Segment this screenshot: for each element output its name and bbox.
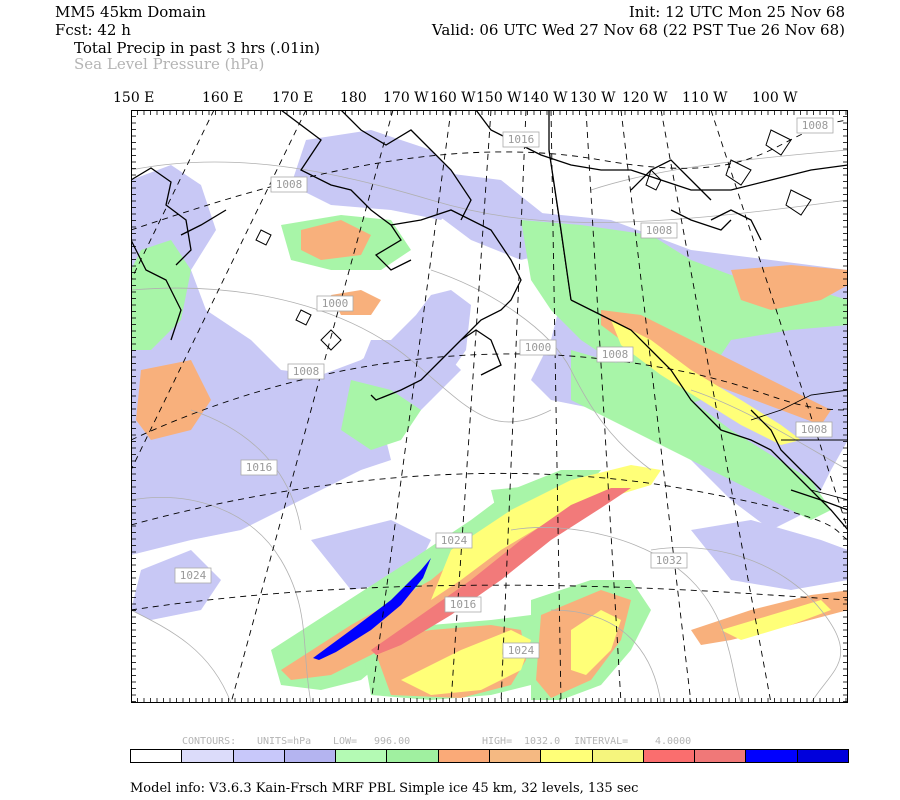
- colorbar-cell: [283, 749, 337, 763]
- isobar-label-text: 1008: [802, 119, 829, 132]
- forecast-map: 1016 1008 1008 1008 1000 1008 1008 1000: [131, 110, 848, 703]
- isobar-label-text: 1008: [276, 178, 303, 191]
- valid-time: Valid: 06 UTC Wed 27 Nov 68 (22 PST Tue …: [431, 21, 845, 39]
- precip-heavy-blue: [313, 558, 431, 660]
- isobar-label-text: 1008: [801, 423, 828, 436]
- lon-label: 180: [340, 90, 367, 106]
- colorbar-cell: [796, 749, 849, 763]
- isobar-label: 1008: [795, 421, 833, 438]
- colorbar-cell: [694, 749, 747, 763]
- lon-label: 150 E: [113, 90, 155, 106]
- contour-interval-label: INTERVAL=: [574, 736, 629, 747]
- isobar-label: 1008: [287, 363, 325, 380]
- colorbar-cell: [540, 749, 593, 763]
- colorbar-cell: [437, 749, 490, 763]
- contour-interval-value: 4.0000: [655, 736, 692, 747]
- lon-label: 170 W: [383, 90, 429, 106]
- contour-high-value: 1032.0: [524, 736, 561, 747]
- isobar-label: 1024: [502, 642, 540, 659]
- contour-low-value: 996.00: [374, 736, 411, 747]
- political-boundaries: [548, 149, 848, 501]
- precip-red: [371, 488, 631, 655]
- isobar-label-text: 1016: [450, 598, 477, 611]
- isobar-label-text: 1008: [293, 365, 320, 378]
- isobar-label: 1008: [270, 176, 308, 193]
- isobar-label-text: 1008: [646, 224, 673, 237]
- colorbar-cell: [386, 749, 439, 763]
- isobar-label: 1024: [435, 532, 473, 549]
- contour-label: CONTOURS:: [182, 736, 237, 747]
- isobar-label-text: 1008: [602, 348, 629, 361]
- isobar-label: 1024: [174, 567, 212, 584]
- lon-label: 120 W: [622, 90, 668, 106]
- init-time: Init: 12 UTC Mon 25 Nov 68: [628, 3, 845, 21]
- lon-label: 100 W: [752, 90, 798, 106]
- field-label-precip: Total Precip in past 3 hrs (.01in): [74, 39, 321, 57]
- isobar-label-text: 1032: [656, 554, 683, 567]
- isobar-label-text: 1024: [441, 534, 468, 547]
- colorbar-cell: [130, 749, 183, 763]
- lon-label: 160 W: [430, 90, 476, 106]
- contour-units: UNITS=hPa: [257, 736, 312, 747]
- isobar-labels: 1016 1008 1008 1008 1000 1008 1008 1000: [174, 117, 834, 659]
- isobar-label: 1000: [519, 339, 557, 356]
- colorbar-cell: [591, 749, 644, 763]
- map-frame: [131, 110, 848, 703]
- domain-title: MM5 45km Domain: [55, 3, 206, 21]
- lon-label: 130 W: [570, 90, 616, 106]
- forecast-hour: Fcst: 42 h: [55, 21, 131, 39]
- lon-label: 110 W: [682, 90, 728, 106]
- colorbar-cell: [642, 749, 696, 763]
- lon-label: 150 W: [476, 90, 522, 106]
- lon-label: 170 E: [272, 90, 314, 106]
- isobar-label: 1008: [596, 346, 634, 363]
- colorbar-cell: [745, 749, 798, 763]
- field-label-slp: Sea Level Pressure (hPa): [74, 55, 265, 73]
- isobar-label: 1032: [650, 552, 688, 569]
- colorbar-cell: [232, 749, 285, 763]
- isobar-label: 1000: [316, 295, 354, 312]
- colorbar-cell: [181, 749, 234, 763]
- lon-label: 140 W: [522, 90, 568, 106]
- lon-label: 160 E: [202, 90, 244, 106]
- isobar-label: 1016: [444, 596, 482, 613]
- isobar-label-text: 1000: [525, 341, 552, 354]
- isobar-label-text: 1016: [508, 133, 535, 146]
- isobar-label-text: 1024: [180, 569, 207, 582]
- islands: [255, 129, 812, 351]
- isobar-label-text: 1016: [246, 461, 273, 474]
- colorbar-cell: [489, 749, 542, 763]
- model-info: Model info: V3.6.3 Kain-Frsch MRF PBL Si…: [130, 781, 639, 796]
- colorbar-cell: [335, 749, 388, 763]
- contour-high-label: HIGH=: [482, 736, 513, 747]
- isobar-label-text: 1024: [508, 644, 535, 657]
- contour-low-label: LOW=: [333, 736, 358, 747]
- isobar-label-text: 1000: [322, 297, 349, 310]
- isobar-label: 1008: [796, 117, 834, 134]
- isobar-label: 1016: [502, 131, 540, 148]
- isobar-label: 1008: [640, 222, 678, 239]
- isobar-label: 1016: [240, 459, 278, 476]
